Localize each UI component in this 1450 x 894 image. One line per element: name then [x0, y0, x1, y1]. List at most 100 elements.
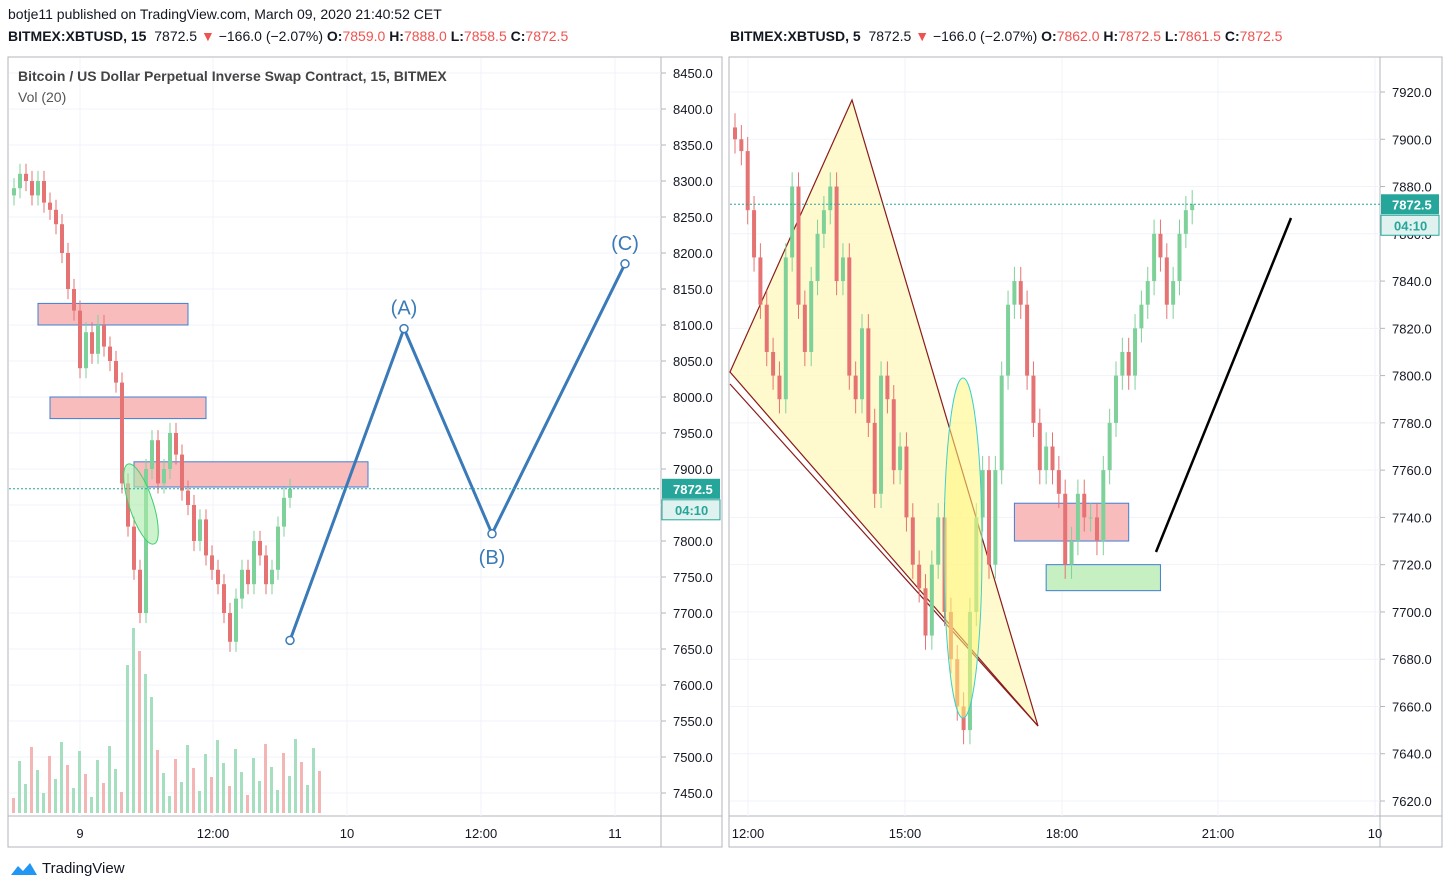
candle-body: [168, 433, 172, 469]
candle-body: [204, 519, 208, 556]
right-low: 7861.5: [1178, 28, 1221, 44]
volume-bar: [138, 651, 141, 813]
candle-body: [860, 328, 864, 400]
time-tick-label: 12:00: [732, 826, 765, 841]
right-symbol[interactable]: BITMEX:XBTUSD, 5: [730, 28, 861, 44]
candle-body: [90, 332, 94, 354]
volume-bar: [276, 790, 279, 813]
price-tick-label: 8200.0: [673, 246, 713, 261]
volume-bar: [246, 795, 249, 813]
left-time-axis[interactable]: 9 12:00 10 12:00 11: [76, 826, 621, 841]
o-label: O:: [326, 28, 343, 44]
price-tick-label: 8450.0: [673, 66, 713, 81]
tradingview-logo[interactable]: TradingView: [10, 860, 125, 877]
left-price: 7872.5: [154, 28, 198, 44]
candle-body: [1037, 422, 1042, 471]
candle-body: [30, 181, 34, 196]
volume-bar: [288, 776, 291, 813]
volume-bar: [240, 772, 243, 813]
right-overlay[interactable]: [943, 217, 1293, 719]
volume-bar: [108, 746, 111, 813]
time-tick-label: 9: [76, 826, 83, 841]
l-label: L:: [450, 28, 464, 44]
volume-bar: [258, 781, 261, 813]
candle-body: [240, 569, 244, 599]
candle-body: [282, 497, 286, 527]
candle-body: [1082, 493, 1087, 518]
price-tick-label: 7880.0: [1392, 180, 1432, 195]
candle-body: [12, 188, 16, 196]
price-tick-label: 8400.0: [673, 102, 713, 117]
wave-label: (A): [391, 298, 418, 320]
demand-zone: [1045, 564, 1161, 592]
time-tick-label: 18:00: [1046, 826, 1079, 841]
left-symbol[interactable]: BITMEX:XBTUSD, 15: [8, 28, 147, 44]
candle-body: [114, 361, 118, 383]
left-price-axis[interactable]: 8450.0 8400.0 8350.0 8300.0 8250.0 8200.0 8150…: [9, 66, 721, 801]
volume-bar: [264, 744, 267, 813]
last-price-badge: [1381, 194, 1439, 215]
price-tick-label: 7720.0: [1392, 558, 1432, 573]
candle-body: [222, 584, 226, 613]
price-tick-label: 8000.0: [673, 390, 713, 405]
volume-bar: [216, 740, 219, 813]
volume-bar: [186, 745, 189, 813]
price-tick-label: 8050.0: [673, 354, 713, 369]
l-label: L:: [1164, 28, 1179, 44]
candle-body: [1094, 517, 1099, 542]
candle-body: [234, 598, 238, 642]
candle-body: [752, 210, 757, 258]
candle-body: [866, 328, 871, 423]
countdown-badge: [1380, 214, 1440, 236]
candle-body: [1018, 281, 1023, 305]
volume-bar: [312, 748, 315, 813]
candle-body: [228, 613, 232, 642]
volume-indicator-label[interactable]: Vol (20): [18, 89, 67, 105]
price-tick-label: 8300.0: [673, 174, 713, 189]
right-price-axis[interactable]: 7920.07900.07880.07860.07840.07820.07800…: [730, 85, 1440, 809]
price-tick-label: 7780.0: [1392, 416, 1432, 431]
volume-bar: [78, 751, 81, 813]
candle-body: [60, 224, 64, 253]
time-tick-label: 12:00: [197, 826, 230, 841]
left-overlay[interactable]: (A) (B) (C): [117, 233, 639, 646]
candle-body: [198, 519, 202, 541]
price-tick-label: 7900.0: [673, 462, 713, 477]
price-tick-label: 7660.0: [1392, 699, 1432, 714]
candle-body: [1044, 446, 1049, 471]
o-label: O:: [1041, 28, 1057, 44]
candle-body: [733, 127, 737, 140]
candle-body: [126, 483, 130, 527]
candle-body: [1183, 210, 1188, 234]
left-high: 7888.0: [403, 28, 447, 44]
left-volume-bars: [12, 628, 321, 813]
candle-body: [891, 399, 896, 471]
volume-bar: [210, 777, 213, 813]
candle-body: [783, 257, 788, 400]
candle-body: [216, 569, 220, 585]
right-zones[interactable]: [1013, 502, 1161, 592]
candle-body: [777, 375, 782, 400]
candle-body: [1171, 281, 1176, 305]
candle-body: [840, 257, 845, 282]
candle-body: [1069, 541, 1074, 565]
left-ohlc-line: BITMEX:XBTUSD, 15 7872.5 ▼ −166.0 (−2.07…: [8, 28, 568, 44]
candle-body: [853, 375, 858, 400]
price-tick-label: 7760.0: [1392, 463, 1432, 478]
price-tick-label: 8350.0: [673, 138, 713, 153]
candle-body: [1114, 375, 1118, 423]
candle-body: [758, 257, 763, 305]
right-time-axis[interactable]: 12:00 15:00 18:00 21:00 10: [732, 826, 1383, 841]
candle-body: [96, 325, 100, 354]
candle-body: [834, 186, 839, 282]
candle-body: [821, 210, 826, 234]
candle-body: [1050, 446, 1055, 471]
left-zones[interactable]: [37, 302, 369, 488]
price-tick-label: 7550.0: [673, 714, 713, 729]
volume-bar: [54, 779, 57, 813]
volume-bar: [42, 793, 45, 813]
volume-bar: [102, 783, 105, 813]
candle-body: [120, 382, 124, 484]
triangle-drawing: [729, 98, 1039, 727]
